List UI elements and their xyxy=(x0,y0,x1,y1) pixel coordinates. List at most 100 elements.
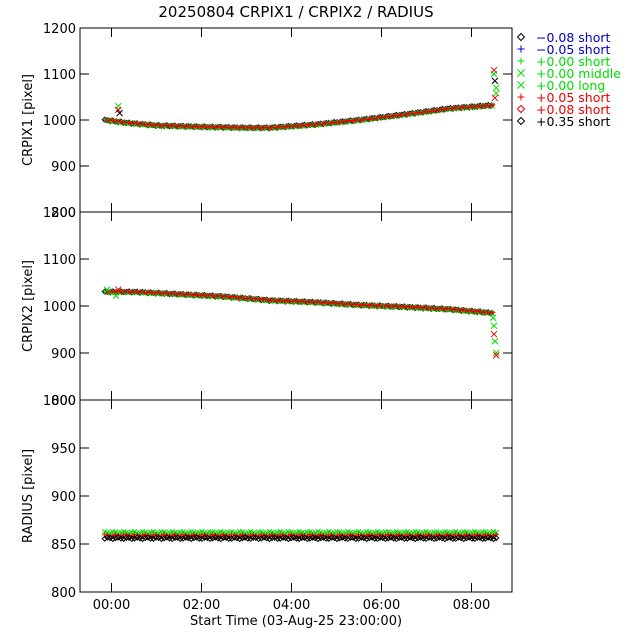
data-point xyxy=(206,124,212,130)
data-point xyxy=(236,295,242,301)
data-point xyxy=(269,532,275,538)
data-point xyxy=(177,535,184,543)
data-point xyxy=(131,535,138,542)
data-point xyxy=(152,290,158,296)
legend: −0.08 short−0.05 short+0.00 short+0.00 m… xyxy=(516,30,621,129)
data-point xyxy=(298,123,304,129)
data-point xyxy=(268,534,276,542)
data-point xyxy=(331,300,337,306)
y-tick-label: 800 xyxy=(51,206,76,221)
data-point xyxy=(317,299,323,305)
data-point xyxy=(160,123,166,129)
data-point xyxy=(341,119,347,125)
outlier-point xyxy=(112,292,120,300)
data-point xyxy=(209,292,215,298)
x-tick-label: 02:00 xyxy=(183,598,220,613)
data-point xyxy=(347,118,353,124)
data-point xyxy=(282,298,288,304)
data-point xyxy=(225,293,231,299)
data-point xyxy=(420,305,426,311)
data-point xyxy=(198,535,206,543)
y-tick-label: 900 xyxy=(51,160,76,175)
data-point xyxy=(301,298,307,304)
data-point xyxy=(290,123,296,129)
data-point xyxy=(322,299,328,305)
data-point xyxy=(174,291,180,297)
legend-label: +0.05 short xyxy=(536,90,611,105)
legend-label: +0.35 short xyxy=(536,114,611,129)
data-point xyxy=(376,302,382,308)
data-point xyxy=(439,305,445,311)
data-point xyxy=(295,123,301,129)
outlier-point xyxy=(491,337,499,345)
y-axis-label: CRPIX2 [pixel] xyxy=(21,260,36,352)
data-point xyxy=(447,306,453,312)
data-point xyxy=(403,535,411,542)
data-point xyxy=(201,292,207,298)
data-point xyxy=(236,125,242,131)
outlier-point xyxy=(492,351,500,359)
data-point xyxy=(393,535,400,543)
data-point xyxy=(190,124,196,130)
data-point xyxy=(385,113,391,119)
data-point xyxy=(368,302,374,308)
data-point xyxy=(160,535,168,542)
data-point xyxy=(487,103,493,109)
legend-marker xyxy=(517,57,525,65)
data-point xyxy=(263,124,269,130)
data-point xyxy=(493,532,499,538)
data-point xyxy=(247,535,254,543)
data-point xyxy=(393,112,399,118)
data-point xyxy=(382,114,388,120)
outlier-point xyxy=(491,94,499,102)
data-point xyxy=(328,120,334,126)
data-point xyxy=(117,118,123,124)
data-point xyxy=(193,291,199,297)
data-series xyxy=(101,66,500,132)
data-point xyxy=(457,307,463,313)
y-tick-label: 1000 xyxy=(43,114,76,129)
data-point xyxy=(349,302,355,308)
data-point xyxy=(244,125,250,131)
data-point xyxy=(484,102,490,108)
y-tick-label: 1000 xyxy=(43,394,76,409)
data-point xyxy=(363,535,370,543)
data-point xyxy=(409,304,415,310)
data-point xyxy=(479,103,485,109)
data-point xyxy=(155,289,161,295)
data-point xyxy=(228,535,235,542)
legend-marker xyxy=(517,81,525,89)
outlier-point xyxy=(116,109,123,117)
data-point xyxy=(236,535,243,543)
data-point xyxy=(336,535,343,542)
data-point xyxy=(155,122,161,128)
data-point xyxy=(106,118,112,124)
data-point xyxy=(428,108,434,114)
data-point xyxy=(128,121,134,127)
data-series xyxy=(101,528,500,543)
data-point xyxy=(430,107,436,113)
data-point xyxy=(339,300,345,306)
legend-marker xyxy=(517,69,525,77)
x-tick-label: 08:00 xyxy=(453,598,490,613)
outlier-point xyxy=(490,330,498,338)
data-point xyxy=(220,534,227,542)
outlier-point xyxy=(114,286,122,293)
data-point xyxy=(185,291,191,297)
data-point xyxy=(355,301,361,307)
data-point xyxy=(490,310,496,316)
legend-marker xyxy=(517,45,525,53)
data-point xyxy=(376,114,382,120)
data-point xyxy=(363,302,369,308)
data-point xyxy=(225,535,233,543)
outlier-point xyxy=(490,322,498,330)
y-axis-label: CRPIX1 [pixel] xyxy=(21,74,36,166)
y-tick-label: 1100 xyxy=(43,253,76,268)
data-point xyxy=(452,306,458,312)
data-point xyxy=(401,535,408,543)
data-point xyxy=(206,535,214,543)
data-point xyxy=(104,117,110,123)
data-point xyxy=(237,533,243,539)
legend-item: −0.05 short xyxy=(517,42,611,57)
